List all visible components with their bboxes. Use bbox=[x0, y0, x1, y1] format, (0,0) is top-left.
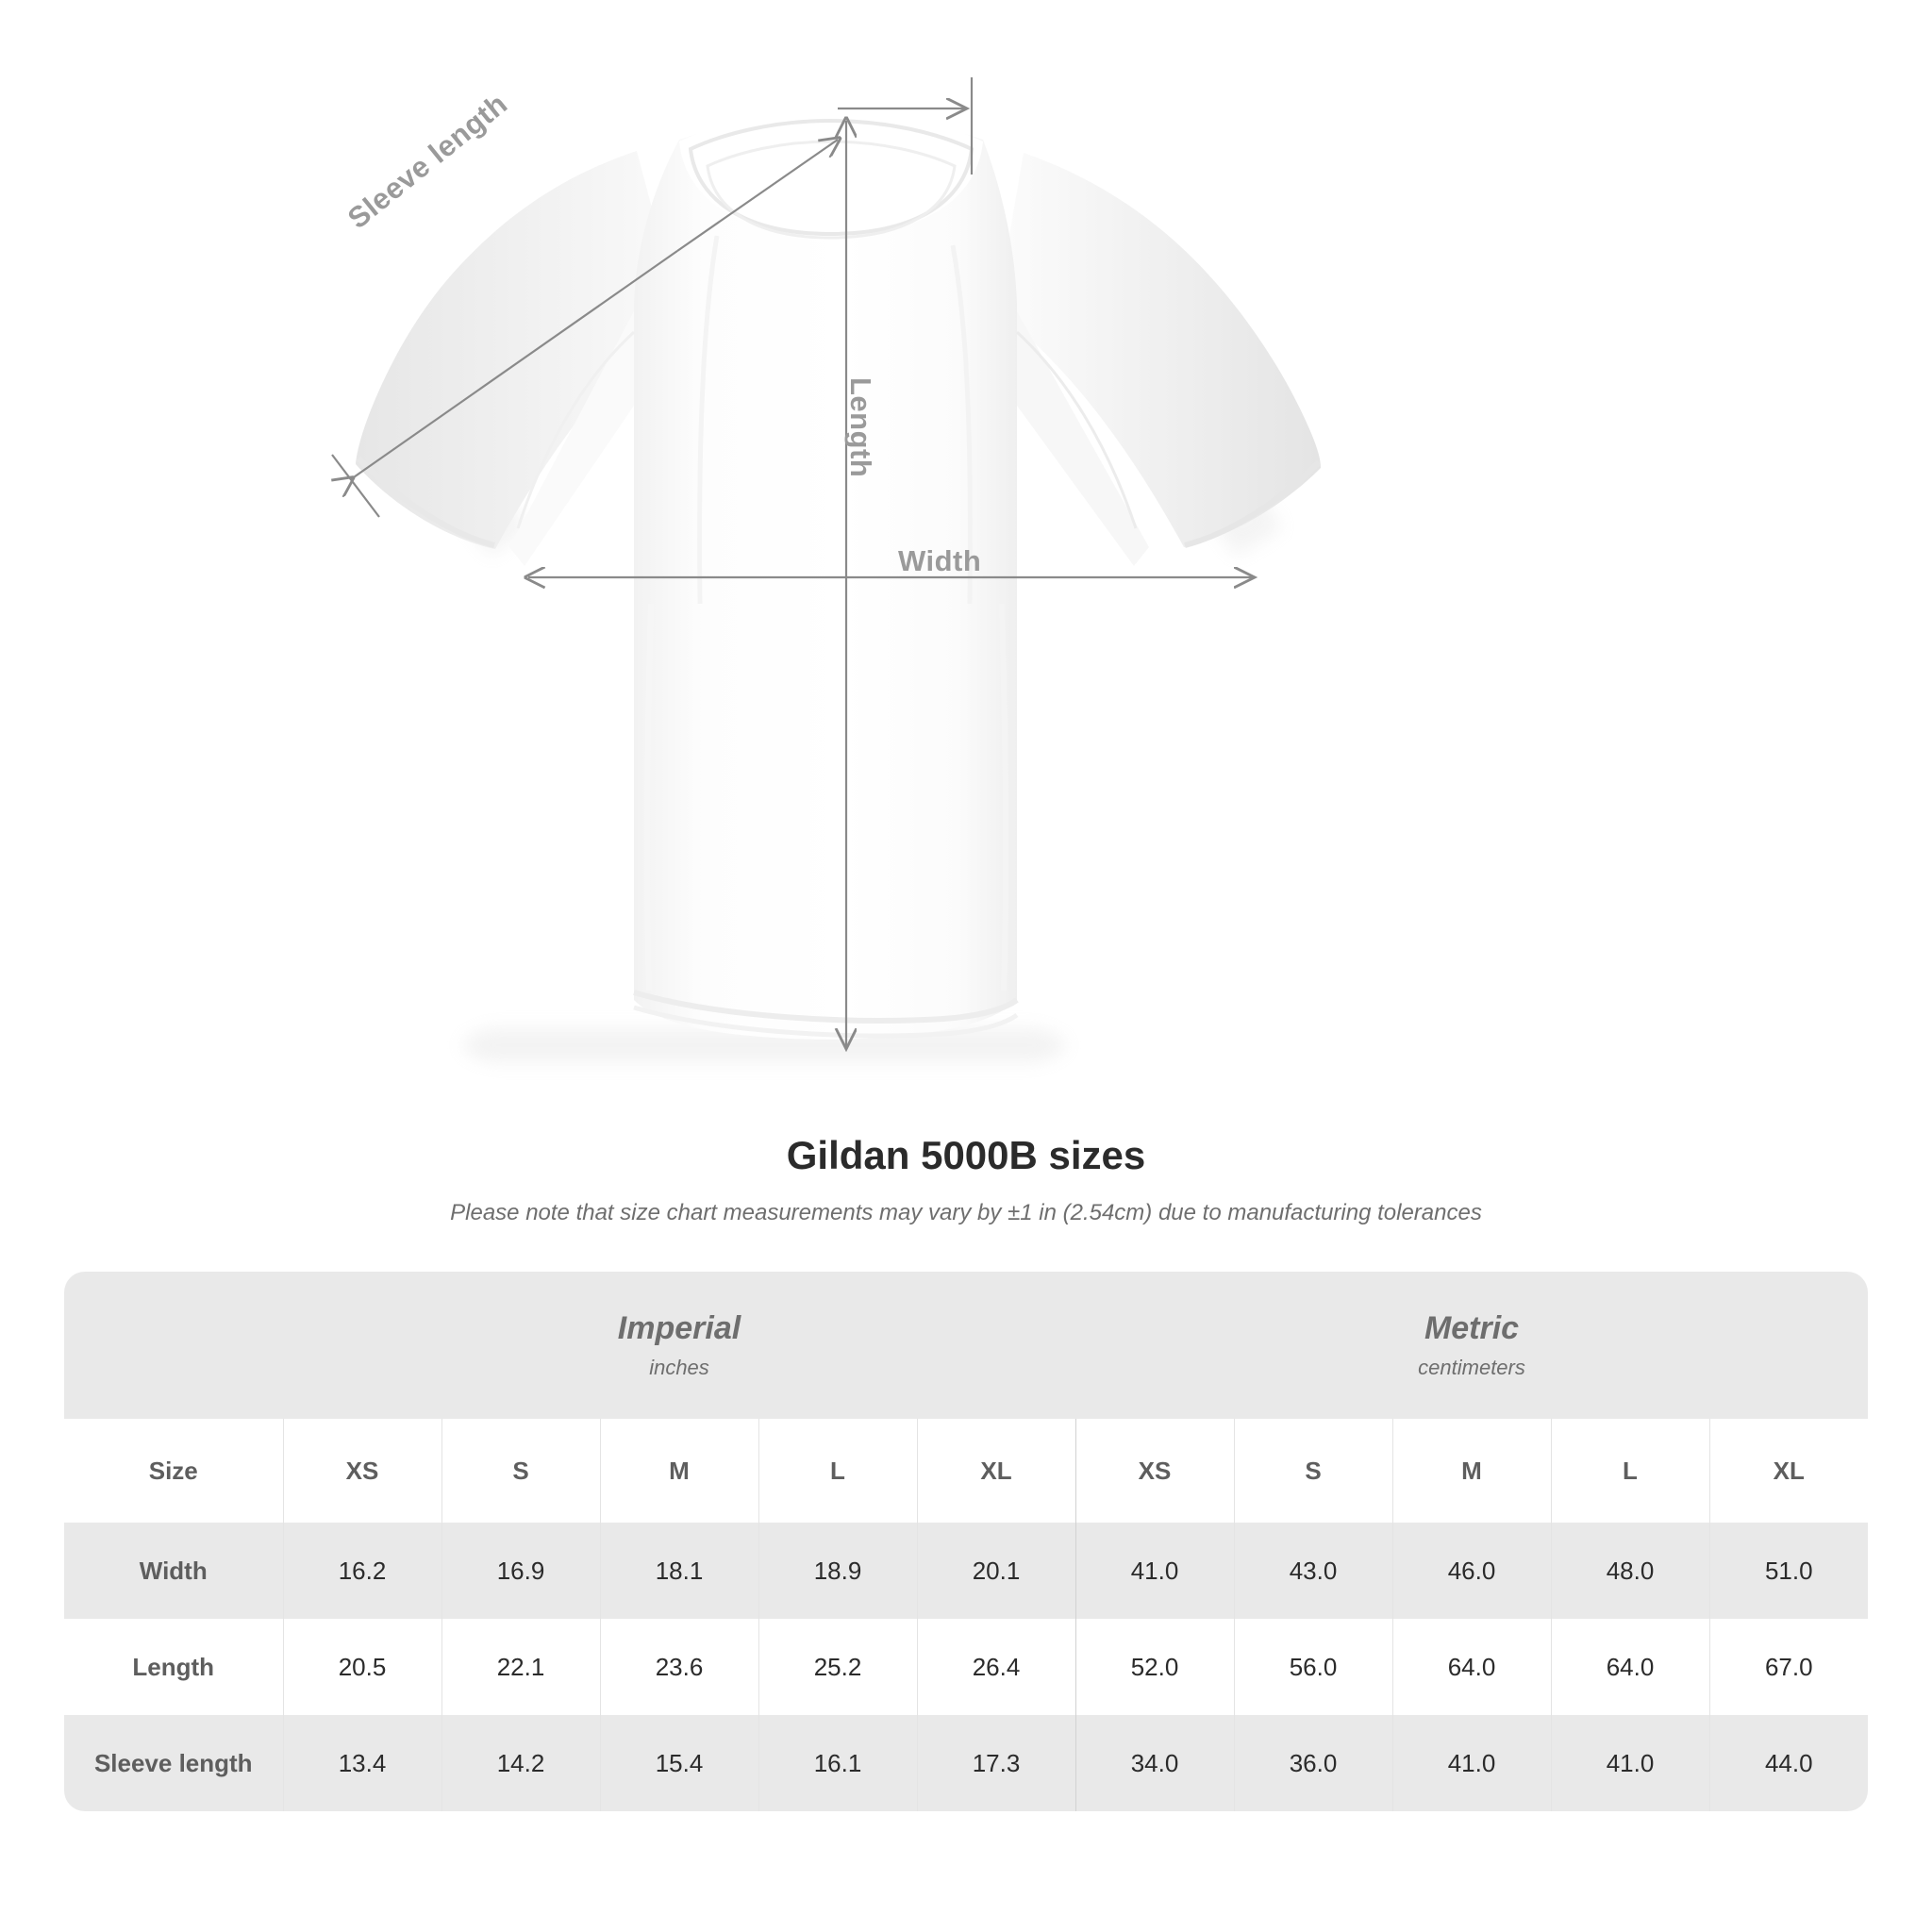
cell-width-metric-m: 46.0 bbox=[1392, 1523, 1552, 1619]
cell-sleeve-metric-s: 36.0 bbox=[1234, 1715, 1393, 1811]
unit-banner-row: Imperial inches Metric centimeters bbox=[64, 1272, 1868, 1419]
cell-length-metric-xs: 52.0 bbox=[1075, 1619, 1235, 1715]
cell-length-imperial-xs: 20.5 bbox=[283, 1619, 442, 1715]
cell-sleeve-imperial-xs: 13.4 bbox=[283, 1715, 442, 1811]
cell-width-imperial-m: 18.1 bbox=[600, 1523, 759, 1619]
cell-length-metric-l: 64.0 bbox=[1551, 1619, 1710, 1715]
cell-width-imperial-xl: 20.1 bbox=[917, 1523, 1076, 1619]
table-row: Length 20.5 22.1 23.6 25.2 26.4 52.0 56.… bbox=[64, 1619, 1868, 1715]
col-header-imperial-l: L bbox=[758, 1419, 918, 1523]
shoulder-reference-arrow bbox=[838, 77, 974, 175]
cell-length-imperial-l: 25.2 bbox=[758, 1619, 918, 1715]
cell-length-imperial-m: 23.6 bbox=[600, 1619, 759, 1715]
cell-width-metric-s: 43.0 bbox=[1234, 1523, 1393, 1619]
table-corner-label: Size bbox=[64, 1419, 284, 1523]
unit-group-metric: Metric centimeters bbox=[1075, 1272, 1868, 1419]
size-table: Imperial inches Metric centimeters Size … bbox=[64, 1272, 1868, 1811]
cell-length-imperial-s: 22.1 bbox=[441, 1619, 601, 1715]
unit-name-metric: Metric bbox=[1424, 1310, 1520, 1347]
cell-sleeve-imperial-s: 14.2 bbox=[441, 1715, 601, 1811]
col-header-imperial-xl: XL bbox=[917, 1419, 1076, 1523]
tshirt-diagram: Sleeve length Length Width bbox=[0, 77, 1322, 1062]
cell-sleeve-metric-xs: 34.0 bbox=[1075, 1715, 1235, 1811]
table-row: Width 16.2 16.9 18.1 18.9 20.1 41.0 43.0… bbox=[64, 1523, 1868, 1619]
table-row: Sleeve length 13.4 14.2 15.4 16.1 17.3 3… bbox=[64, 1715, 1868, 1811]
unit-sub-metric: centimeters bbox=[1418, 1355, 1525, 1379]
cell-sleeve-imperial-xl: 17.3 bbox=[917, 1715, 1076, 1811]
tolerance-note: Please note that size chart measurements… bbox=[450, 1200, 1482, 1226]
unit-group-imperial: Imperial inches bbox=[283, 1272, 1075, 1419]
row-label-length: Length bbox=[64, 1619, 284, 1715]
cell-length-imperial-xl: 26.4 bbox=[917, 1619, 1076, 1715]
unit-name-imperial: Imperial bbox=[617, 1310, 741, 1347]
cell-sleeve-imperial-m: 15.4 bbox=[600, 1715, 759, 1811]
col-header-imperial-s: S bbox=[441, 1419, 601, 1523]
col-header-metric-m: M bbox=[1392, 1419, 1552, 1523]
col-header-imperial-m: M bbox=[600, 1419, 759, 1523]
cell-sleeve-metric-xl: 44.0 bbox=[1764, 1748, 1813, 1777]
cell-sleeve-metric-l: 41.0 bbox=[1551, 1715, 1710, 1811]
col-header-metric-xl: XL bbox=[1773, 1456, 1805, 1485]
col-header-imperial-xs: XS bbox=[283, 1419, 442, 1523]
cell-width-metric-l: 48.0 bbox=[1551, 1523, 1710, 1619]
cell-width-imperial-xs: 16.2 bbox=[283, 1523, 442, 1619]
page-title: Gildan 5000B sizes bbox=[786, 1133, 1146, 1177]
row-label-width: Width bbox=[64, 1523, 284, 1619]
cell-length-metric-s: 56.0 bbox=[1234, 1619, 1393, 1715]
width-label: Width bbox=[898, 544, 982, 577]
cell-width-metric-xl: 51.0 bbox=[1764, 1556, 1813, 1585]
cell-length-metric-xl: 67.0 bbox=[1764, 1652, 1813, 1681]
sleeve-length-dimension bbox=[332, 140, 838, 518]
col-header-metric-s: S bbox=[1234, 1419, 1393, 1523]
cell-width-metric-xs: 41.0 bbox=[1075, 1523, 1235, 1619]
size-table-container: Imperial inches Metric centimeters Size … bbox=[64, 1272, 1868, 1811]
cell-sleeve-imperial-l: 16.1 bbox=[758, 1715, 918, 1811]
cell-width-imperial-s: 16.9 bbox=[441, 1523, 601, 1619]
unit-sub-imperial: inches bbox=[649, 1355, 709, 1379]
heading-block: Gildan 5000B sizes Please note that size… bbox=[0, 1132, 1932, 1226]
cell-width-imperial-l: 18.9 bbox=[758, 1523, 918, 1619]
col-header-metric-xs: XS bbox=[1075, 1419, 1235, 1523]
col-header-metric-l: L bbox=[1551, 1419, 1710, 1523]
row-label-sleeve-length: Sleeve length bbox=[64, 1715, 284, 1811]
length-label: Length bbox=[844, 377, 877, 478]
size-header-row: Size XS S M L XL XS S M L XL bbox=[64, 1419, 1868, 1523]
unit-banner-spacer bbox=[64, 1272, 283, 1419]
cell-length-metric-m: 64.0 bbox=[1392, 1619, 1552, 1715]
tshirt-silhouette bbox=[356, 111, 1322, 1040]
cell-sleeve-metric-m: 41.0 bbox=[1392, 1715, 1552, 1811]
